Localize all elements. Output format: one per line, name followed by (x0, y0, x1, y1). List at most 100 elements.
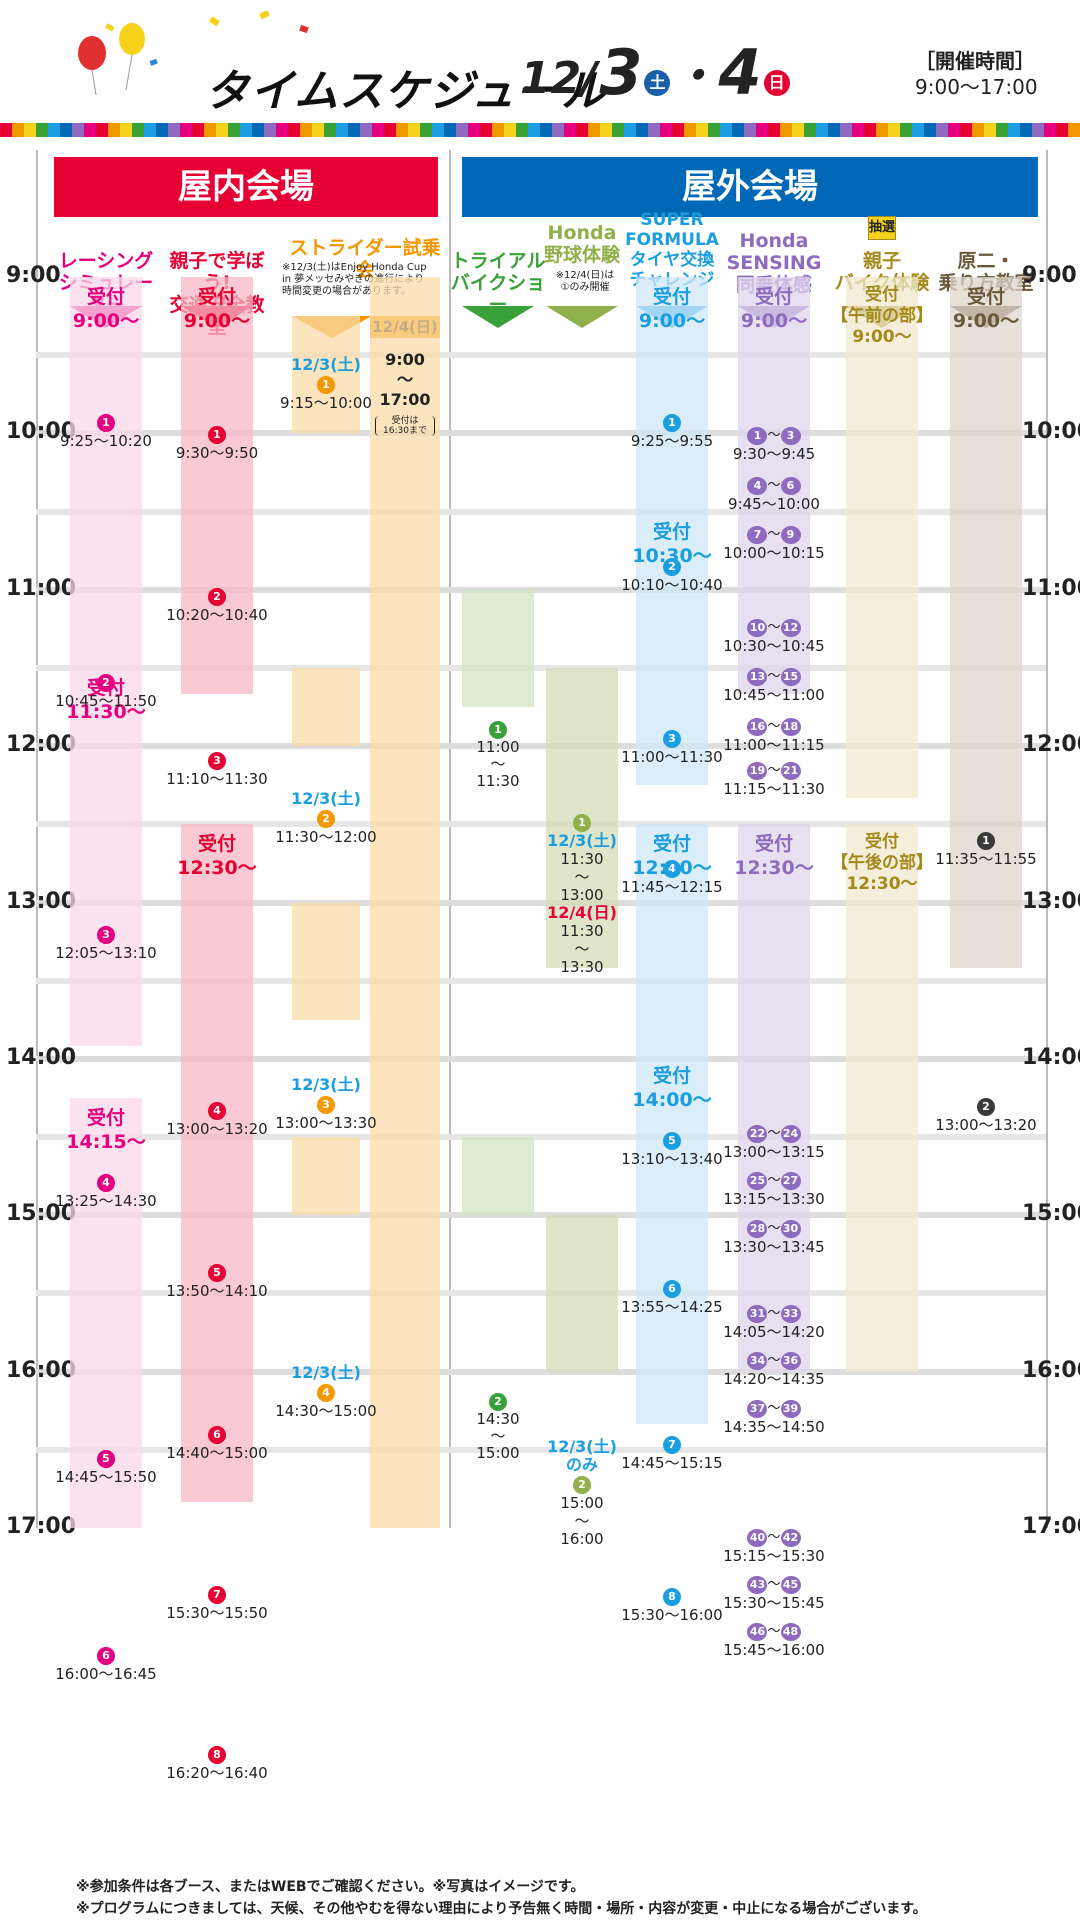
formula-session: 3 11:00〜11:30 (602, 728, 742, 766)
hour-line (36, 586, 1046, 593)
racing-reception: 受付 9:00〜 (50, 285, 162, 333)
safety-session: 6 14:40〜15:00 (147, 1424, 287, 1462)
strider-sun-tilde: 〜 (396, 370, 413, 389)
formula-session-time: 11:00〜11:30 (621, 748, 723, 766)
time-label-left: 13:00 (6, 888, 77, 914)
outdoor-hall-header: 屋外会場 (462, 157, 1038, 217)
header: タイムスケジュール 12/3 土・ 4 日 ［開催時間］ 9:00〜17:00 (0, 0, 1080, 120)
time-label-right: 9:00 (1022, 263, 1077, 288)
strider-sat-bar (292, 667, 360, 747)
bike-reception-line: 受付 (865, 285, 899, 305)
trial-session-number: 1 (489, 721, 507, 739)
time-label-right: 11:00 (1022, 575, 1080, 601)
sensing-session-to: 6 (780, 477, 801, 495)
genni-session-number: 1 (977, 832, 995, 850)
racing-session: 3 12:05〜13:10 (36, 924, 176, 962)
formula-session-time: 14:45〜15:15 (621, 1454, 723, 1472)
baseball-bar (546, 1215, 618, 1372)
bike-reception-line: 【午後の部】 (831, 853, 933, 874)
formula-reception-line: 14:00〜 (632, 1088, 712, 1111)
strider-sun-note-line: 16:30まで (383, 426, 427, 436)
formula-session-number: 8 (663, 1588, 681, 1606)
formula-session: 6 13:55〜14:25 (602, 1278, 742, 1316)
racing-reception-line: 受付 (86, 286, 125, 308)
safety-session: 2 10:20〜10:40 (147, 586, 287, 624)
racing-session-number: 4 (97, 1174, 115, 1192)
col-head-baseball: Honda 野球体験 (526, 222, 638, 266)
day1-badge: 土 (644, 70, 671, 96)
col-head-sensing-line: Honda (739, 230, 809, 252)
formula-reception: 受付 9:00〜 (616, 285, 728, 333)
genni-bar (950, 277, 1022, 968)
formula-reception: 受付 14:00〜 (616, 1064, 728, 1112)
col-head-strider-title: ストライダー試乗会 (289, 237, 441, 281)
sensing-session-from: 28 (747, 1220, 768, 1238)
bike-reception: 受付 【午後の部】 12:30〜 (826, 832, 938, 895)
col-arrow-baseball (546, 306, 618, 328)
trial-session: 2 14:30 〜 15:00 (428, 1392, 568, 1462)
opening-hours: ［開催時間］ 9:00〜17:00 (915, 48, 1038, 100)
formula-session-number: 5 (663, 1132, 681, 1150)
sensing-session-time: 10:00〜10:15 (723, 544, 825, 562)
baseball-only: のみ (565, 1455, 598, 1474)
sensing-session-to: 45 (780, 1576, 801, 1594)
strider-sun-session: 9:00 〜 17:00 (370, 350, 440, 410)
baseball-tilde: 〜 (574, 940, 590, 958)
strider-session-date: 12/3(土) (291, 355, 361, 374)
sensing-session-from: 22 (747, 1125, 768, 1143)
time-label-right: 15:00 (1022, 1201, 1080, 1227)
formula-session: 2 10:10〜10:40 (602, 556, 742, 594)
racing-session: 1 9:25〜10:20 (36, 412, 176, 450)
sensing-session-time: 14:05〜14:20 (723, 1323, 825, 1341)
sensing-session-sep: 〜 (767, 1221, 781, 1236)
footer-notes: ※参加条件は各ブース、またはWEBでご確認ください。※写真はイメージです。 ※プロ… (76, 1876, 927, 1920)
sensing-session-to: 33 (780, 1305, 801, 1323)
sensing-session-to: 48 (780, 1623, 801, 1641)
racing-session-time: 9:25〜10:20 (60, 432, 152, 450)
formula-session: 7 14:45〜15:15 (602, 1434, 742, 1472)
time-label-left: 10:00 (6, 419, 77, 445)
safety-session: 8 16:20〜16:40 (147, 1744, 287, 1782)
time-label-right: 10:00 (1022, 419, 1080, 445)
sensing-session-time: 10:30〜10:45 (723, 637, 825, 655)
safety-session-time: 9:30〜9:50 (175, 444, 259, 462)
col-head-formula-line: FORMULA (625, 230, 719, 250)
trial-session-number: 2 (489, 1393, 507, 1411)
baseball-time: 16:00 (560, 1530, 604, 1548)
trial-session-end: 15:00 (476, 1444, 520, 1462)
sensing-session-from: 31 (747, 1305, 768, 1323)
sensing-reception-line: 12:30〜 (734, 857, 814, 880)
safety-session: 1 9:30〜9:50 (147, 424, 287, 462)
sensing-session-time: 15:30〜15:45 (723, 1594, 825, 1612)
time-label-right: 14:00 (1022, 1044, 1080, 1070)
color-stripe-divider (0, 122, 1080, 137)
strider-session-number: 2 (317, 810, 335, 828)
racing-session-time: 14:45〜15:50 (55, 1468, 157, 1486)
baseball-time: 15:00 (560, 1494, 604, 1512)
strider-session-time: 14:30〜15:00 (275, 1402, 377, 1420)
sensing-session-time: 13:00〜13:15 (723, 1143, 825, 1161)
hour-line (36, 1368, 1046, 1375)
baseball-session-number: 2 (573, 1476, 591, 1494)
sensing-session-sep: 〜 (767, 1126, 781, 1141)
safety-session-time: 14:40〜15:00 (166, 1444, 268, 1462)
sensing-session-to: 3 (780, 427, 801, 445)
time-label-right: 16:00 (1022, 1357, 1080, 1383)
strider-sun-note-line: 受付は (391, 416, 419, 426)
sensing-session-sep: 〜 (767, 1306, 781, 1321)
safety-session-number: 2 (208, 588, 226, 606)
date-day2: 4 (718, 36, 762, 109)
strider-note: ※12/3(土)はEnjoy Honda Cup in 夢メッセみやぎの進行により… (282, 262, 452, 298)
time-label-left: 9:00 (6, 263, 61, 288)
strider-note-line: in 夢メッセみやぎの進行により (282, 274, 425, 285)
safety-session-time: 16:20〜16:40 (166, 1764, 268, 1782)
safety-session-number: 5 (208, 1264, 226, 1282)
sensing-session: 37 〜 39 14:35〜14:50 (704, 1398, 844, 1436)
genni-session-number: 2 (977, 1098, 995, 1116)
time-label-left: 16:00 (6, 1357, 77, 1383)
formula-session: 4 11:45〜12:15 (602, 858, 742, 896)
sensing-reception: 受付 9:00〜 (718, 285, 830, 333)
time-label-left: 17:00 (6, 1514, 77, 1539)
col-head-strider: ストライダー試乗会 (280, 237, 450, 281)
